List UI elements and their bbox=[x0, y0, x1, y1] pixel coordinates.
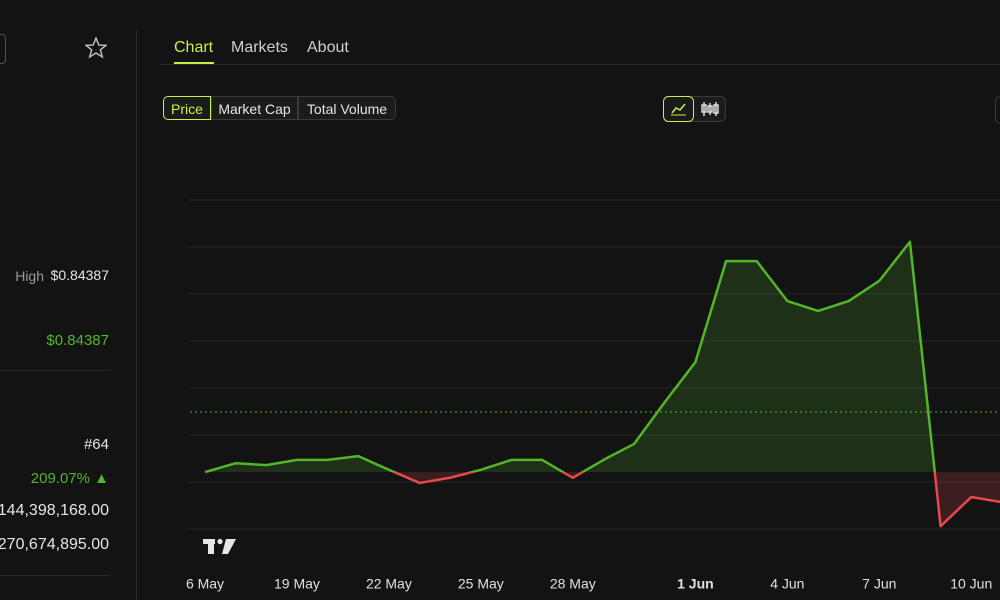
market-cap: 144,398,168.00 bbox=[0, 502, 109, 519]
price: $0.84387 bbox=[46, 332, 109, 349]
rank: #64 bbox=[83, 436, 109, 453]
x-tick-label: 1 Jun bbox=[677, 576, 714, 592]
x-tick-label: 7 Jun bbox=[862, 576, 896, 592]
toggle[interactable]: Total Volume bbox=[298, 96, 396, 120]
area bbox=[205, 241, 1000, 527]
tab[interactable]: About bbox=[307, 39, 349, 56]
x-tick-label: 25 May bbox=[458, 576, 504, 592]
toggle[interactable]: Price bbox=[163, 96, 211, 120]
tradingview-logo bbox=[203, 538, 236, 554]
change: 209.07% ▲ bbox=[30, 470, 109, 487]
toggle[interactable]: Market Cap bbox=[211, 96, 298, 120]
star-icon[interactable] bbox=[85, 37, 107, 59]
divider bbox=[0, 370, 110, 371]
volume: 270,674,895.00 bbox=[0, 536, 109, 553]
x-tick-label: 10 Jun bbox=[950, 576, 992, 592]
tab[interactable]: Markets bbox=[231, 39, 288, 56]
search-box-edge[interactable] bbox=[0, 34, 6, 64]
x-tick-label: 22 May bbox=[366, 576, 412, 592]
button-edge[interactable] bbox=[995, 96, 1000, 124]
x-tick-label: 28 May bbox=[550, 576, 596, 592]
price-line bbox=[204, 240, 1000, 528]
chart-style-toggle[interactable] bbox=[663, 96, 726, 122]
x-tick-label: 6 May bbox=[186, 576, 224, 592]
divider bbox=[136, 30, 137, 600]
tab[interactable]: Chart bbox=[174, 39, 214, 56]
divider bbox=[0, 575, 110, 576]
x-tick-label: 19 May bbox=[274, 576, 320, 592]
tab-rule bbox=[160, 64, 1000, 65]
high-value: $0.84387 bbox=[50, 267, 109, 283]
tab-underline bbox=[174, 62, 214, 64]
high-label: High bbox=[15, 268, 44, 284]
x-tick-label: 4 Jun bbox=[770, 576, 804, 592]
